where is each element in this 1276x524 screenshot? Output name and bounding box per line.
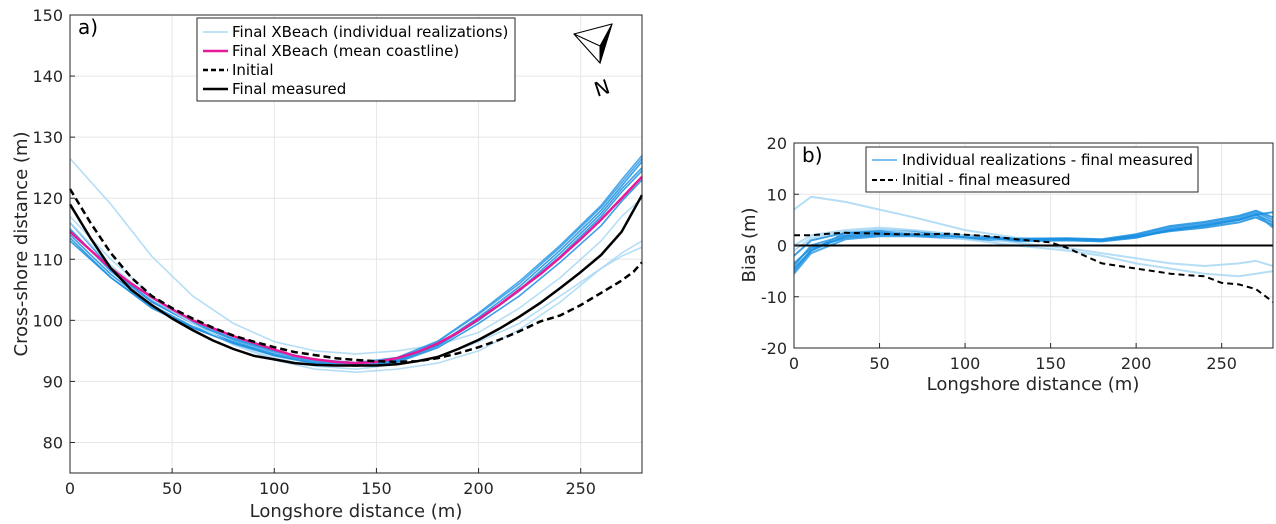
series-line-magenta [69,175,643,365]
y-tick-label: 150 [32,6,63,25]
y-tick-label: 120 [32,189,63,208]
y-tick-label: 130 [32,128,63,147]
legend-label-initial: Initial [232,61,274,79]
panel-a-legend: Final XBeach (individual realizations) F… [196,17,516,102]
series-line-realization [793,228,1274,278]
legend-label-initial-bias: Initial - final measured [902,171,1070,189]
series-line-dashed-black [794,231,1274,303]
y-tick-label: 90 [43,372,63,391]
y-tick-label: -20 [761,339,787,358]
y-tick-label: 100 [32,311,63,330]
series-line-realization [793,211,1274,270]
panel-a-ticks: 0 50 100 150 200 250 80 90 100 110 120 130 140 150 [32,6,596,498]
series-line-realization [69,222,643,373]
x-tick-label: 100 [259,479,290,498]
legend-label-realizations: Final XBeach (individual realizations) [232,23,508,41]
panel-a-frame [69,14,643,474]
x-tick-label: 250 [565,479,596,498]
x-tick-label: 50 [162,479,182,498]
x-tick-label: 100 [950,354,981,373]
panel-b-y-axis-label: Bias (m) [739,207,760,282]
panel-b-series [793,195,1274,303]
y-tick-label: 110 [32,250,63,269]
x-tick-label: 250 [1206,354,1237,373]
legend-label-mean: Final XBeach (mean coastline) [232,42,459,60]
y-tick-label: 140 [32,67,63,86]
x-tick-label: 150 [1035,354,1066,373]
y-tick-label: 80 [43,433,63,452]
legend-label-measured: Final measured [232,80,346,98]
panel-b-legend-box [865,146,1199,193]
series-line-realization [793,212,1274,275]
panel-a-legend-box [196,17,516,102]
panel-a-label: a) [78,15,98,39]
panel-b: 0 50 100 150 200 250 -20 -10 0 10 20 b) Longshore … [739,134,1274,395]
y-tick-label: 10 [767,185,787,204]
y-tick-label: 20 [767,134,787,153]
panel-a: 0 50 100 150 200 250 80 90 100 110 120 130 140 150 a)… [11,6,644,522]
x-tick-label: 50 [869,354,889,373]
legend-label-individual: Individual realizations - final measured [902,151,1193,169]
panel-b-x-axis-label: Longshore distance (m) [927,374,1140,395]
series-line-solid-black [68,194,644,367]
y-tick-label: 0 [777,237,787,256]
x-tick-label: 200 [463,479,494,498]
north-arrow-label: N [591,74,613,101]
panel-a-x-axis-label: Longshore distance (m) [250,501,463,522]
north-arrow-icon: N [573,23,613,102]
series-line-realization [69,157,643,355]
x-tick-label: 150 [361,479,392,498]
y-tick-label: -10 [761,288,787,307]
x-tick-label: 0 [65,479,75,498]
x-tick-label: 200 [1121,354,1152,373]
x-tick-label: 0 [789,354,799,373]
panel-a-series [68,154,644,373]
panel-b-label: b) [802,143,823,167]
panel-b-ticks: 0 50 100 150 200 250 -20 -10 0 10 20 [761,134,1237,373]
panel-a-y-axis-label: Cross-shore distance (m) [11,131,32,356]
series-line-dashed-black [68,188,643,364]
panel-b-legend: Individual realizations - final measured… [865,146,1199,193]
